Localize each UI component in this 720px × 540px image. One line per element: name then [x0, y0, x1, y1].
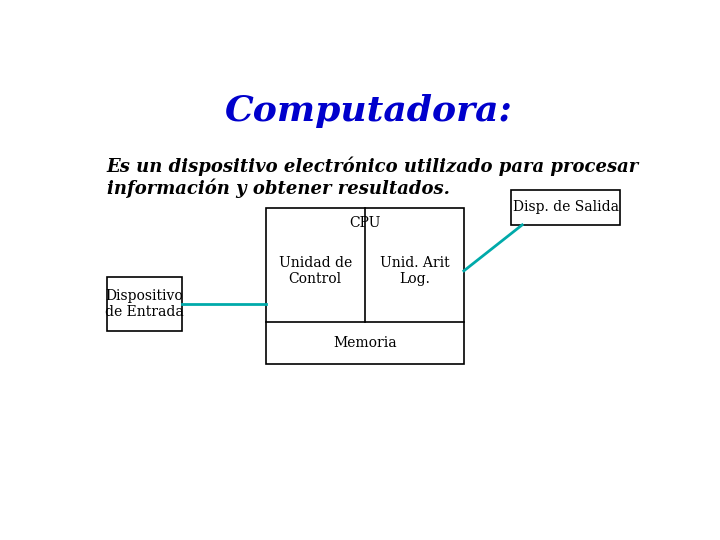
Text: Dispositivo
de Entrada: Dispositivo de Entrada	[105, 289, 184, 319]
Bar	[511, 190, 620, 225]
Text: Unidad de
Control: Unidad de Control	[279, 256, 352, 286]
Text: Computadora:: Computadora:	[225, 94, 513, 128]
Bar	[107, 277, 182, 331]
Text: Disp. de Salida: Disp. de Salida	[513, 200, 618, 214]
Text: Unid. Arit
Log.: Unid. Arit Log.	[379, 256, 449, 286]
Text: CPU: CPU	[349, 216, 380, 229]
Text: Es un dispositivo electrónico utilizado para procesar
información y obtener resu: Es un dispositivo electrónico utilizado …	[107, 156, 639, 198]
Bar	[266, 208, 464, 364]
Text: Memoria: Memoria	[333, 336, 397, 350]
